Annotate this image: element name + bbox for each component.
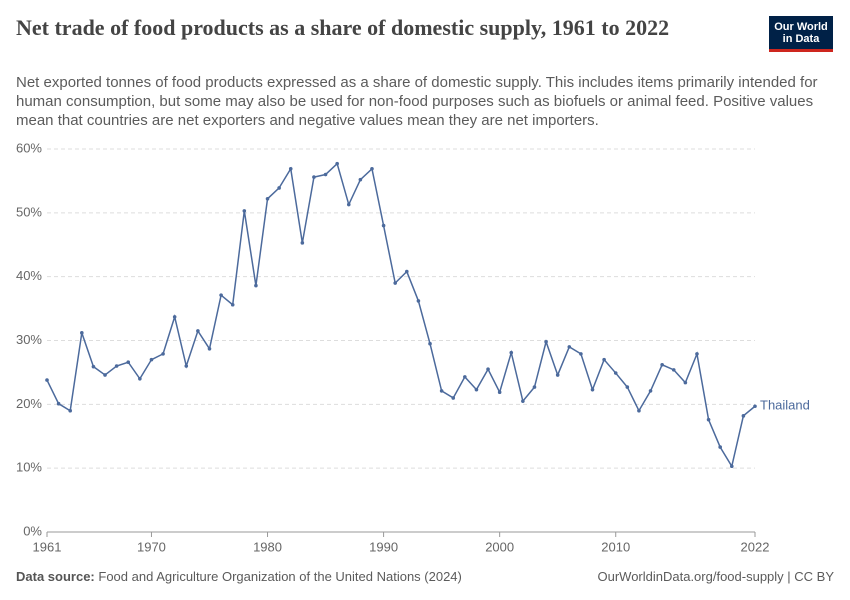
data-point [346,202,351,207]
data-point [439,389,444,393]
data-point [521,399,525,403]
data-point [671,368,676,372]
data-point [729,464,734,469]
data-point [683,380,688,385]
data-point [544,339,548,344]
data-point [300,241,305,245]
data-point [532,385,537,389]
data-source: Data source: Food and Agriculture Organi… [16,569,462,584]
source-text: Food and Agriculture Organization of the… [98,569,462,584]
data-point [463,375,467,379]
data-point [265,196,270,201]
data-point [648,389,653,393]
data-point [358,177,363,182]
data-point [625,385,630,389]
data-point [370,166,374,171]
data-point [254,283,258,288]
data-point [230,302,235,307]
data-point [312,175,316,179]
data-point [753,404,757,409]
data-point [161,352,165,356]
data-point [184,364,189,368]
data-point [56,401,61,406]
data-point [695,352,699,356]
data-point [637,408,641,413]
data-point [68,408,73,413]
data-point [718,445,722,449]
data-point [277,186,281,190]
logo[interactable]: Our World in Data [769,16,833,52]
data-point [323,172,328,177]
y-tick-label: 0% [23,523,42,538]
x-tick-label: 1980 [253,539,282,554]
data-point [242,209,247,213]
data-point [335,161,339,166]
data-point [149,357,154,362]
data-point [706,417,711,422]
data-point [509,350,514,355]
source-label: Data source: [16,569,95,584]
data-point [196,329,200,333]
data-point [428,341,432,346]
y-tick-label: 30% [16,332,42,347]
y-tick-label: 10% [16,460,42,475]
x-tick-label: 1970 [137,539,166,554]
source-url[interactable]: OurWorldinData.org/food-supply | CC BY [597,569,834,584]
data-point [590,387,595,392]
data-point [660,362,664,367]
data-point [579,352,583,356]
data-point [451,396,456,400]
series-label: Thailand [760,398,810,413]
data-point [126,360,131,365]
data-point [405,269,409,274]
data-point [45,378,49,382]
y-tick-label: 20% [16,396,42,411]
data-point [114,364,119,368]
data-point [219,293,223,297]
data-point [172,315,177,319]
data-point [393,281,397,285]
data-point [103,373,107,377]
x-tick-label: 2010 [601,539,630,554]
data-point [207,346,212,351]
x-tick-label: 1990 [369,539,398,554]
data-point [567,345,572,349]
data-point [497,390,502,395]
data-point [80,331,84,335]
data-point [602,357,606,362]
y-tick-label: 50% [16,204,42,219]
data-point [741,414,746,418]
y-tick-label: 60% [16,140,42,155]
data-point [555,373,560,377]
x-tick-label: 2022 [741,539,770,554]
data-point [381,223,386,228]
data-point [416,299,421,303]
y-tick-label: 40% [16,268,42,283]
series-line [46,162,756,469]
data-point [138,377,142,381]
data-point [288,166,293,171]
x-tick-label: 1961 [33,539,62,554]
data-point [91,364,96,369]
chart-subtitle: Net exported tonnes of food products exp… [16,74,818,129]
data-point [474,387,479,392]
data-point [613,371,618,375]
chart-title: Net trade of food products as a share of… [16,15,670,40]
data-point [486,367,490,372]
x-tick-label: 2000 [485,539,514,554]
